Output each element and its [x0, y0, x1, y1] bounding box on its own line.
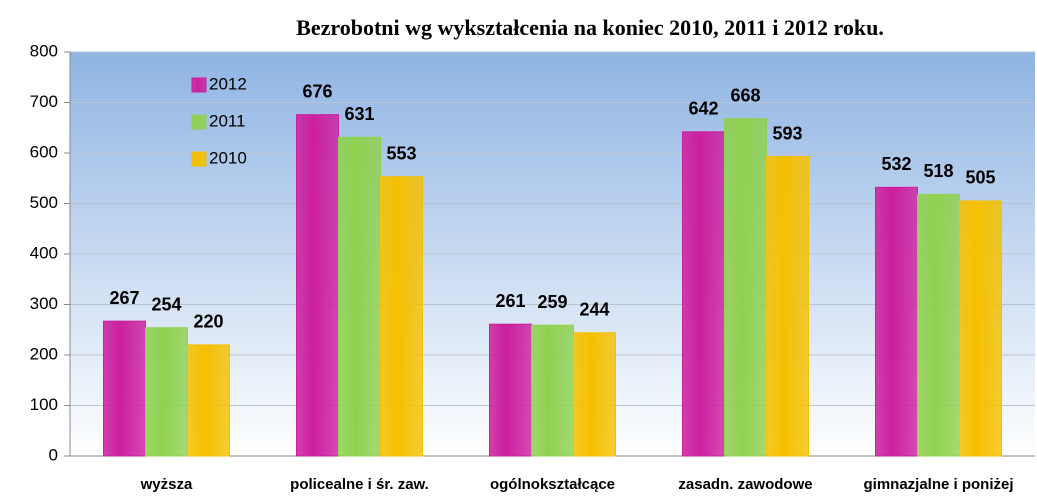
x-tick-label: wyższa — [140, 476, 193, 493]
x-tick-label: policealne i śr. zaw. — [290, 476, 429, 493]
value-label: 668 — [730, 85, 760, 105]
y-tick-label: 400 — [30, 243, 58, 262]
bar — [296, 114, 339, 457]
bar — [103, 320, 146, 457]
value-label: 261 — [495, 291, 525, 311]
bar — [959, 200, 1002, 457]
bar — [380, 176, 423, 457]
x-tick-label: ogólnokształcące — [490, 476, 615, 493]
value-label: 518 — [923, 161, 953, 181]
x-tick-label: gimnazjalne i poniżej — [863, 476, 1013, 493]
bar — [531, 324, 574, 457]
y-tick-label: 700 — [30, 92, 58, 111]
legend-swatch — [191, 151, 207, 167]
bar — [724, 118, 767, 457]
chart-title: Bezrobotni wg wykształcenia na koniec 20… — [296, 15, 884, 40]
bar — [145, 327, 188, 457]
value-label: 259 — [537, 292, 567, 312]
legend-swatch — [191, 114, 207, 130]
bar — [489, 323, 532, 457]
legend-label: 2010 — [209, 148, 247, 167]
legend-label: 2012 — [209, 74, 247, 93]
bar — [338, 136, 381, 457]
x-tick-label: zasadn. zawodowe — [678, 476, 812, 493]
value-label: 254 — [151, 294, 181, 314]
bar — [573, 332, 616, 457]
bar — [875, 186, 918, 457]
y-tick-label: 0 — [49, 445, 58, 464]
value-label: 676 — [302, 81, 332, 101]
y-tick-label: 100 — [30, 395, 58, 414]
y-tick-label: 500 — [30, 193, 58, 212]
bar — [187, 344, 230, 457]
value-label: 631 — [344, 104, 374, 124]
value-label: 532 — [881, 154, 911, 174]
value-label: 267 — [109, 288, 139, 308]
value-label: 244 — [579, 300, 609, 320]
value-label: 642 — [688, 99, 718, 119]
y-tick-label: 200 — [30, 344, 58, 363]
value-label: 505 — [965, 168, 995, 188]
value-label: 220 — [193, 312, 223, 332]
y-tick-label: 600 — [30, 142, 58, 161]
bar — [682, 131, 725, 457]
value-label: 553 — [386, 143, 416, 163]
legend-swatch — [191, 77, 207, 93]
y-tick-label: 800 — [30, 41, 58, 60]
y-tick-label: 300 — [30, 294, 58, 313]
bar — [917, 193, 960, 457]
legend-label: 2011 — [209, 111, 246, 130]
bar — [766, 156, 809, 457]
value-label: 593 — [772, 123, 802, 143]
